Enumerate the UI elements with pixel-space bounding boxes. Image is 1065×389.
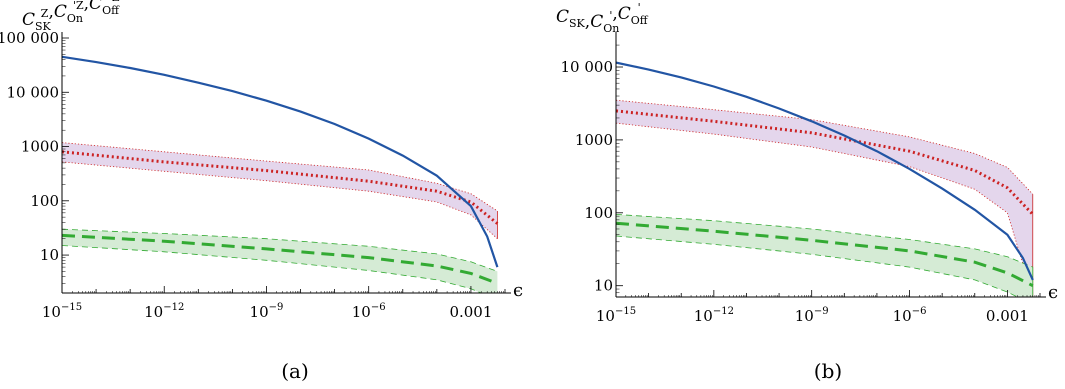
band-edge-dashed <box>616 235 1019 297</box>
panel-caption: (b) <box>814 359 842 383</box>
series-line-dotted <box>616 109 1034 216</box>
band-dotted <box>62 142 498 239</box>
y-tick-label: 10 <box>40 246 59 264</box>
band-dashed <box>616 214 1033 297</box>
series-line-solid <box>62 55 499 268</box>
x-tick-label: 10−15 <box>42 302 82 321</box>
band-edge-dashed <box>62 228 498 272</box>
y-tick-label: 100 <box>30 192 59 210</box>
panel-caption: (a) <box>281 359 309 383</box>
y-tick-label: 100 <box>584 204 613 222</box>
chart-panel-2: 10−15 10−12 10−9 10−6 0.001 10 100 1000 10 000 CS… <box>556 1 1058 383</box>
y-tick-label: 10 000 <box>7 83 60 101</box>
y-tick-label: 10 <box>594 277 613 295</box>
x-tick-label: 10−12 <box>144 302 184 321</box>
y-tick-label: 1000 <box>21 138 59 156</box>
y-tick-label: 100 000 <box>0 29 59 47</box>
band-edge-dotted <box>62 161 498 239</box>
band-edge-dotted <box>62 142 498 212</box>
x-axis-label: ϵ <box>1048 282 1058 303</box>
y-axis-label: CSKZ,COn'Z,COff'Z <box>22 0 120 33</box>
x-tick-label: 10−6 <box>352 302 386 321</box>
plot-area <box>62 55 499 293</box>
series-line-solid <box>616 61 1034 281</box>
x-tick-label: 10−6 <box>893 306 927 325</box>
band-edge-dashed <box>616 214 1033 268</box>
series-line-dashed <box>62 233 498 285</box>
band-dashed <box>62 229 498 293</box>
y-tick-label: 10 000 <box>561 58 614 76</box>
band-dotted <box>616 100 1033 297</box>
x-tick-label: 10−9 <box>795 306 829 325</box>
x-tick-label: 10−15 <box>596 306 636 325</box>
y-tick-label: 1000 <box>575 131 613 149</box>
x-tick-label: 10−9 <box>250 302 284 321</box>
x-axis-label: ϵ <box>513 280 523 301</box>
chart-panel-1: 10−15 10−12 10−9 10−6 0.001 10 100 1000 10 000 10… <box>0 0 523 383</box>
x-tick-label: 10−12 <box>694 306 734 325</box>
x-tick-label: 0.001 <box>986 307 1029 325</box>
x-tick-label: 0.001 <box>449 303 492 321</box>
plot-area <box>616 61 1034 297</box>
y-axis-label: CSK,COn',COff' <box>556 1 649 35</box>
